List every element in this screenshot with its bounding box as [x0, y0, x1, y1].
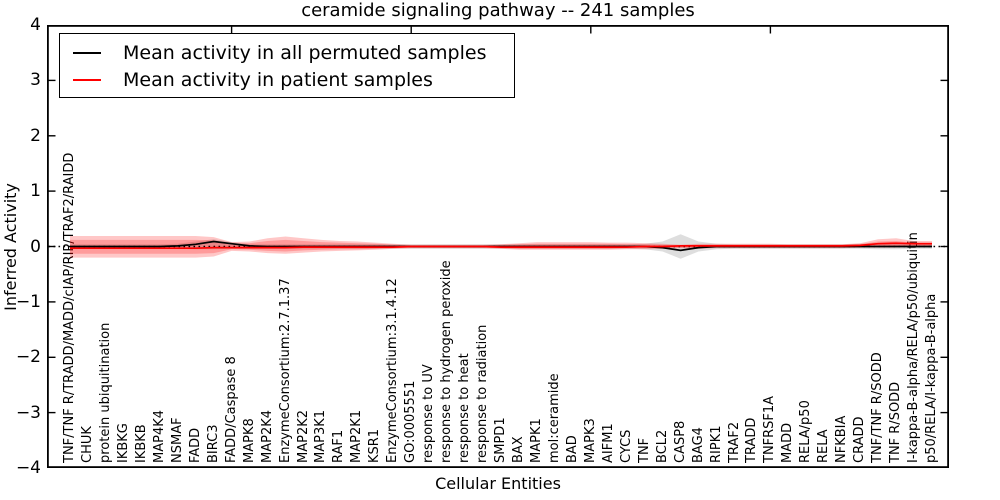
y-tick-label: 2: [30, 125, 41, 146]
legend-entry-permuted: Mean activity in all permuted samples: [60, 39, 514, 66]
chart-canvas: [47, 25, 949, 468]
y-tick-label: 0: [30, 236, 41, 257]
chart-title: ceramide signaling pathway -- 241 sample…: [301, 0, 695, 21]
y-tick-label: 3: [30, 70, 41, 91]
y-tick-labels: 4 3 2 1 0 −1 −2 −3 −4: [0, 0, 41, 500]
x-axis-label: Cellular Entities: [435, 474, 561, 493]
y-tick-label: 4: [30, 15, 41, 35]
legend-entry-patient: Mean activity in patient samples: [60, 66, 514, 93]
y-tick-label: −3: [15, 402, 41, 423]
series-line-1: [70, 242, 932, 250]
y-tick-label: −1: [15, 291, 41, 312]
y-tick-label: 1: [30, 181, 41, 202]
y-tick-label: −4: [15, 458, 41, 478]
plot-area: TNF/TNF R/TRADD/MADD/cIAP/RIP/TRAF2/RAID…: [47, 25, 949, 468]
legend: Mean activity in all permuted samples Me…: [59, 33, 515, 98]
legend-label-patient: Mean activity in patient samples: [123, 68, 433, 91]
legend-line-permuted: [73, 51, 101, 54]
legend-line-patient: [73, 78, 101, 81]
y-tick-label: −2: [15, 347, 41, 368]
legend-label-permuted: Mean activity in all permuted samples: [123, 41, 487, 64]
plot-border: [47, 25, 949, 468]
